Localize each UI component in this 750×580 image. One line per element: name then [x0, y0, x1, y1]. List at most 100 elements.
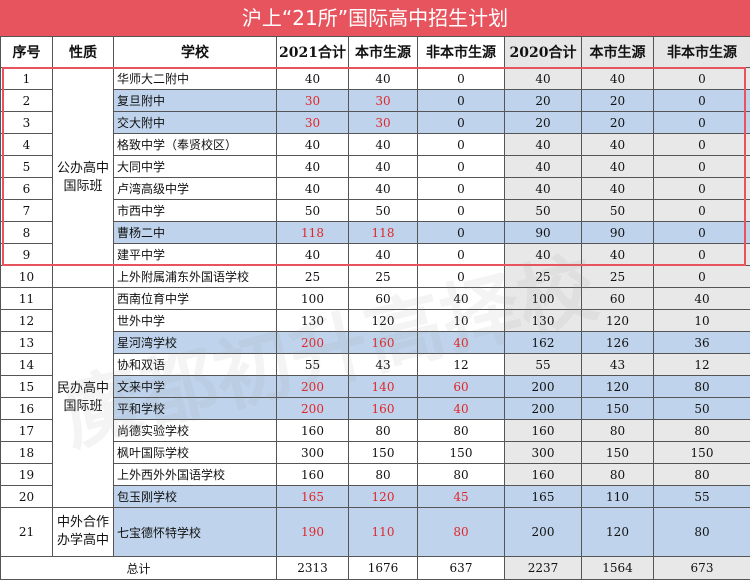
nonlocal-2020: 0	[654, 90, 750, 112]
total-2021: 40	[277, 244, 349, 266]
local-2021: 40	[349, 244, 418, 266]
school-name: 复旦附中	[114, 90, 277, 112]
local-2021: 30	[349, 112, 418, 134]
local-2021: 110	[349, 508, 418, 557]
table-row: 19 上外西外外国语学校 160 80 80 160 80 80	[1, 464, 750, 486]
total-2020: 40	[505, 68, 582, 90]
total-2020: 40	[505, 244, 582, 266]
local-2021: 40	[349, 178, 418, 200]
table-row: 18 枫叶国际学校 300 150 150 300 150 150	[1, 442, 750, 464]
row-no: 5	[1, 156, 53, 178]
row-no: 8	[1, 222, 53, 244]
nonlocal-2020: 36	[654, 332, 750, 354]
nonlocal-2021: 40	[418, 332, 505, 354]
total-2021: 200	[277, 376, 349, 398]
total-2021: 100	[277, 288, 349, 310]
school-name: 市西中学	[114, 200, 277, 222]
total-2021: 55	[277, 354, 349, 376]
table-row: 1 公办高中国际班 华师大二附中 40 40 0 40 40 0	[1, 68, 750, 90]
local-2021: 43	[349, 354, 418, 376]
nonlocal-2021: 0	[418, 134, 505, 156]
total-row: 总计 2313 1676 637 2237 1564 673	[1, 557, 750, 580]
row-no: 3	[1, 112, 53, 134]
total-2020: 20	[505, 112, 582, 134]
total-2021: 30	[277, 90, 349, 112]
row-no: 2	[1, 90, 53, 112]
total-2021: 165	[277, 486, 349, 508]
header-nonlocal-2020: 非本市生源	[654, 37, 750, 68]
nonlocal-2021: 0	[418, 222, 505, 244]
nonlocal-2020: 673	[654, 557, 750, 580]
local-2021: 160	[349, 398, 418, 420]
nonlocal-2021: 0	[418, 244, 505, 266]
row-no: 11	[1, 288, 53, 310]
nonlocal-2021: 0	[418, 68, 505, 90]
total-2020: 40	[505, 134, 582, 156]
local-2020: 40	[582, 178, 654, 200]
total-2021: 130	[277, 310, 349, 332]
local-2020: 40	[582, 244, 654, 266]
nonlocal-2020: 0	[654, 244, 750, 266]
total-2020: 162	[505, 332, 582, 354]
local-2020: 40	[582, 134, 654, 156]
total-2021: 300	[277, 442, 349, 464]
local-2020: 80	[582, 420, 654, 442]
row-no: 6	[1, 178, 53, 200]
nonlocal-2021: 45	[418, 486, 505, 508]
total-2021: 40	[277, 134, 349, 156]
total-2021: 160	[277, 464, 349, 486]
table-row: 7 市西中学 50 50 0 50 50 0	[1, 200, 750, 222]
school-name: 上外附属浦东外国语学校	[114, 266, 277, 288]
row-no: 9	[1, 244, 53, 266]
row-no: 15	[1, 376, 53, 398]
local-2020: 60	[582, 288, 654, 310]
nonlocal-2020: 80	[654, 376, 750, 398]
nonlocal-2021: 637	[418, 557, 505, 580]
total-2020: 90	[505, 222, 582, 244]
total-2020: 300	[505, 442, 582, 464]
total-2021: 40	[277, 68, 349, 90]
row-no: 13	[1, 332, 53, 354]
enrollment-table: 序号 性质 学校 2021合计 本市生源 非本市生源 2020合计 本市生源 非…	[0, 36, 750, 580]
total-2021: 200	[277, 398, 349, 420]
header-no: 序号	[1, 37, 53, 68]
school-name: 曹杨二中	[114, 222, 277, 244]
total-2020: 165	[505, 486, 582, 508]
local-2020: 150	[582, 442, 654, 464]
header-local-2021: 本市生源	[349, 37, 418, 68]
nonlocal-2021: 0	[418, 266, 505, 288]
school-name: 文来中学	[114, 376, 277, 398]
school-name: 卢湾高级中学	[114, 178, 277, 200]
local-2021: 50	[349, 200, 418, 222]
total-2020: 25	[505, 266, 582, 288]
local-2021: 40	[349, 156, 418, 178]
total-2021: 118	[277, 222, 349, 244]
local-2020: 120	[582, 376, 654, 398]
nonlocal-2020: 12	[654, 354, 750, 376]
school-name: 交大附中	[114, 112, 277, 134]
local-2020: 150	[582, 398, 654, 420]
local-2021: 80	[349, 420, 418, 442]
nonlocal-2021: 80	[418, 420, 505, 442]
table-row: 8 曹杨二中 118 118 0 90 90 0	[1, 222, 750, 244]
local-2021: 25	[349, 266, 418, 288]
type-private: 民办高中国际班	[53, 288, 114, 508]
header-type: 性质	[53, 37, 114, 68]
local-2020: 25	[582, 266, 654, 288]
nonlocal-2021: 150	[418, 442, 505, 464]
local-2020: 40	[582, 156, 654, 178]
nonlocal-2021: 0	[418, 90, 505, 112]
total-2021: 40	[277, 156, 349, 178]
header-school: 学校	[114, 37, 277, 68]
school-name: 建平中学	[114, 244, 277, 266]
row-no: 20	[1, 486, 53, 508]
nonlocal-2020: 0	[654, 200, 750, 222]
nonlocal-2021: 0	[418, 112, 505, 134]
page-title: 沪上“21所”国际高中招生计划	[0, 0, 750, 36]
nonlocal-2021: 12	[418, 354, 505, 376]
local-2020: 1564	[582, 557, 654, 580]
nonlocal-2021: 40	[418, 398, 505, 420]
nonlocal-2020: 0	[654, 156, 750, 178]
nonlocal-2020: 0	[654, 112, 750, 134]
table-row: 2 复旦附中 30 30 0 20 20 0	[1, 90, 750, 112]
